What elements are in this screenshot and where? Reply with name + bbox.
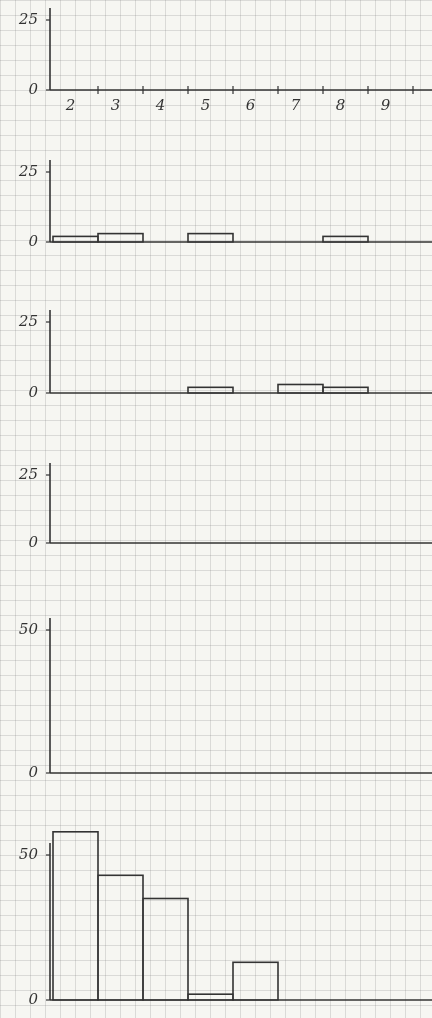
bar	[188, 234, 233, 242]
bar	[143, 899, 188, 1001]
x-tick-label: 9	[381, 96, 391, 114]
bar	[53, 236, 98, 242]
x-tick-label: 3	[111, 96, 121, 114]
y-tick-label: 25	[18, 162, 38, 180]
bar	[323, 236, 368, 242]
bar	[188, 387, 233, 393]
bar	[98, 875, 143, 1000]
bar	[278, 384, 323, 393]
bar	[233, 962, 278, 1000]
x-tick-label: 6	[246, 96, 256, 114]
chart-sheet: 0 25 2 3 4 5 6 7 8 9 0 25 0 25 0 25 0 50 0 50	[0, 0, 432, 1018]
bar	[53, 832, 98, 1000]
y-tick-label: 0	[28, 232, 38, 250]
x-tick-label: 8	[336, 96, 346, 114]
y-tick-label: 25	[18, 465, 38, 483]
y-tick-label: 50	[19, 845, 39, 863]
x-tick-label: 4	[155, 96, 166, 114]
y-tick-label: 0	[28, 383, 38, 401]
y-tick-label: 25	[18, 10, 38, 28]
bar	[188, 994, 233, 1000]
x-tick-label: 5	[201, 96, 211, 114]
y-tick-label: 0	[28, 763, 38, 781]
bar	[98, 234, 143, 242]
y-tick-label: 50	[19, 620, 39, 638]
y-tick-label: 0	[28, 533, 38, 551]
y-tick-label: 25	[18, 312, 38, 330]
bar	[323, 387, 368, 393]
page: 02523456789025025025050050 (() => { cons…	[0, 0, 432, 1018]
x-tick-label: 7	[291, 96, 301, 114]
y-tick-label: 0	[28, 990, 38, 1008]
x-tick-label: 2	[65, 96, 76, 114]
y-tick-label: 0	[28, 80, 38, 98]
